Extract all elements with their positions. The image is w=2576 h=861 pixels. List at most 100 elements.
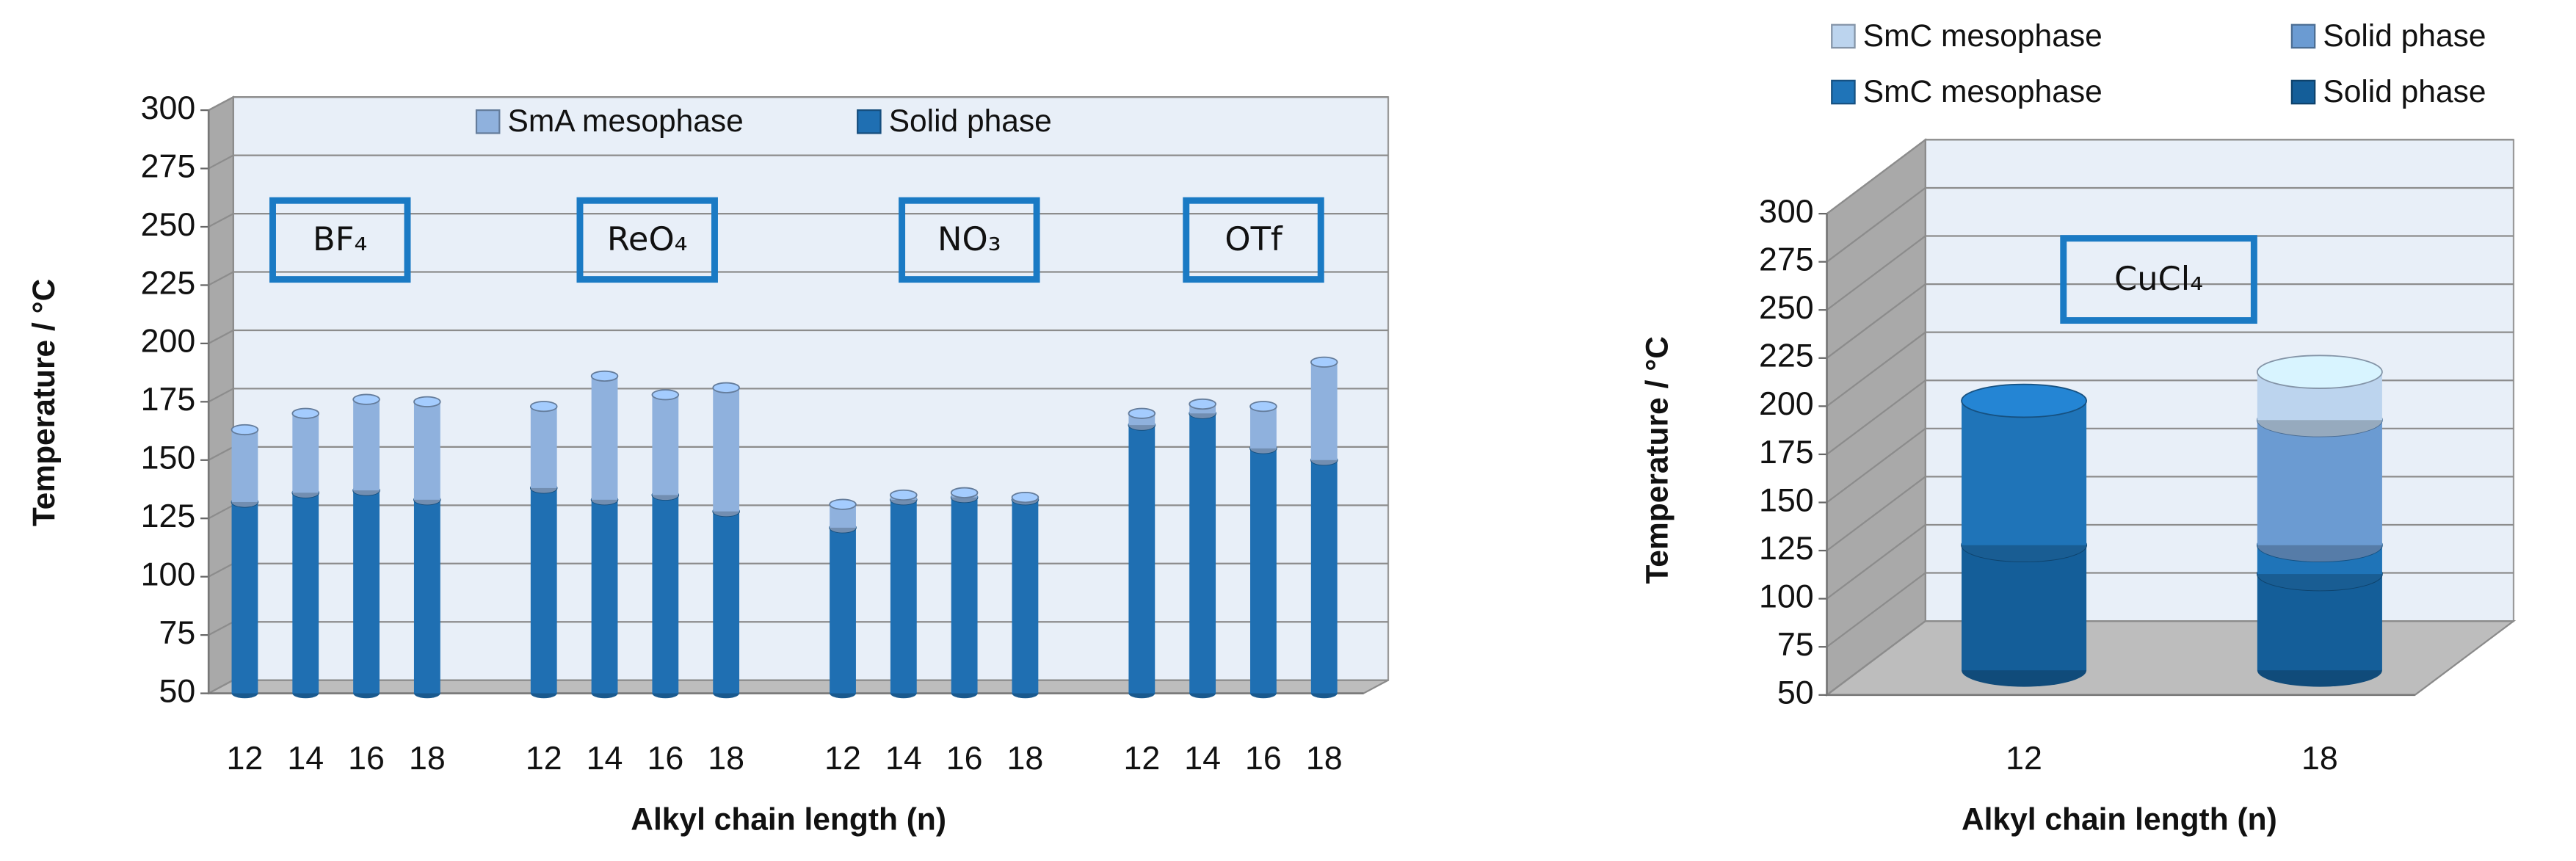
grid-line — [208, 271, 1389, 286]
x-tick-label: 14 — [885, 740, 922, 777]
y-tick-label: 225 — [141, 264, 196, 301]
bar-body — [413, 402, 440, 500]
floor — [1824, 620, 2517, 696]
y-tick-label: 200 — [1759, 385, 1814, 422]
legend-label: SmC mesophase — [1863, 19, 2102, 54]
legend-swatch — [475, 109, 501, 134]
y-tick-label: 275 — [141, 148, 196, 184]
bar-segment — [529, 401, 558, 493]
bar-body — [231, 429, 258, 502]
grid-line — [208, 154, 1389, 170]
bar-body — [1310, 362, 1338, 460]
bar-body — [951, 497, 978, 694]
bar-segment — [352, 484, 380, 699]
bar-body — [1012, 499, 1039, 694]
x-tick-label: 12 — [1123, 740, 1160, 777]
legend-label: SmC mesophase — [1863, 75, 2102, 109]
y-tick-label: 175 — [141, 381, 196, 418]
legend-label: Solid phase — [889, 104, 1052, 139]
grid-line — [1826, 283, 2514, 359]
group-box — [576, 197, 718, 283]
bar-segment — [890, 489, 918, 505]
bar-segment — [1310, 356, 1338, 465]
bar-segment — [712, 382, 740, 517]
x-tick-label: 14 — [587, 740, 623, 777]
bar-segment — [529, 482, 558, 699]
grid-line — [208, 96, 1389, 112]
y-tick-label: 250 — [1759, 289, 1814, 326]
bar-segment — [712, 506, 740, 699]
bar-body — [292, 493, 319, 694]
y-tick-label: 175 — [1759, 434, 1814, 471]
bar-top — [1961, 383, 2088, 418]
y-tick-label: 150 — [1759, 482, 1814, 518]
bar-top — [1310, 356, 1338, 368]
legend-swatch — [2290, 23, 2316, 49]
legend-swatch — [1831, 79, 1856, 105]
bar-top — [1249, 401, 1277, 413]
bar-segment — [231, 496, 259, 699]
x-tick-label: 18 — [708, 740, 744, 777]
bar-body — [530, 487, 557, 694]
bar-body — [1250, 448, 1277, 694]
legend-label: SmA mesophase — [508, 104, 744, 139]
bar-top — [590, 370, 619, 382]
bar-segment — [950, 492, 979, 699]
bar-body — [1962, 401, 2087, 545]
bar-top — [712, 382, 740, 393]
bar-segment — [1011, 492, 1040, 505]
group-box — [269, 197, 411, 283]
bar-body — [713, 511, 740, 694]
y-tick-label: 275 — [1759, 241, 1814, 277]
bar-top — [2256, 355, 2383, 389]
y-tick-label: 100 — [141, 556, 196, 592]
annotation: CuCl₄ — [2114, 259, 2203, 298]
bar-top — [352, 393, 380, 405]
y-tick-label: 100 — [1759, 578, 1814, 614]
bar-segment — [890, 494, 918, 699]
bar-segment — [651, 389, 680, 501]
bar-top — [413, 396, 441, 407]
bar-body — [530, 406, 557, 488]
legend-swatch — [857, 109, 882, 134]
bar-body — [1962, 545, 2087, 671]
bar-body — [652, 495, 679, 694]
annotation-box — [2060, 235, 2257, 324]
y-axis-title: Temperature / °C — [1640, 336, 1675, 584]
bar-body — [591, 499, 618, 694]
bar-segment — [1249, 443, 1277, 699]
group-box — [1183, 197, 1324, 283]
x-tick-label: 18 — [1306, 740, 1343, 777]
bar-body — [1128, 425, 1155, 694]
y-tick-label: 125 — [1759, 530, 1814, 567]
bar-segment — [1128, 419, 1156, 699]
y-tick-label: 300 — [141, 90, 196, 126]
bar-segment — [590, 494, 619, 699]
bar-body — [292, 413, 319, 493]
bar-segment — [950, 487, 979, 503]
bar-top — [231, 424, 259, 436]
bar-top — [890, 489, 918, 501]
bar-body — [353, 399, 380, 491]
bar-top — [829, 498, 857, 510]
legend-label: Solid phase — [2323, 19, 2486, 54]
legend-swatch — [1831, 23, 1856, 49]
bar-segment — [1961, 383, 2088, 562]
grid-line — [1826, 186, 2514, 263]
bar-segment — [291, 407, 320, 498]
x-tick-label: 18 — [409, 740, 446, 777]
x-axis-title: Alkyl chain length (n) — [1962, 802, 2277, 837]
group-label: ReO₄ — [607, 219, 688, 258]
bar-body — [591, 376, 618, 500]
x-tick-label: 12 — [824, 740, 861, 777]
bar-body — [353, 490, 380, 694]
bar-segment — [1128, 407, 1156, 430]
bar-segment — [1011, 494, 1040, 699]
x-tick-label: 16 — [1245, 740, 1282, 777]
bar-segment — [291, 487, 320, 699]
group-label: BF₄ — [313, 219, 367, 258]
bar-body — [1189, 413, 1216, 694]
bar-top — [1189, 398, 1216, 410]
y-tick-label: 225 — [1759, 338, 1814, 374]
legend-label: Solid phase — [2323, 75, 2486, 109]
